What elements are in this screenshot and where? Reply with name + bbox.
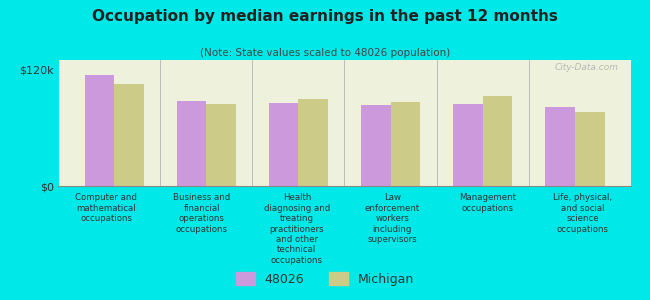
Bar — [575, 112, 604, 186]
Text: Computer and
mathematical
occupations: Computer and mathematical occupations — [75, 194, 137, 223]
Text: Business and
financial
operations
occupations: Business and financial operations occupa… — [173, 194, 230, 234]
Text: Law
enforcement
workers
including
supervisors: Law enforcement workers including superv… — [365, 194, 420, 244]
Bar — [114, 84, 144, 186]
Bar — [391, 102, 420, 186]
Bar — [84, 74, 114, 186]
Text: (Note: State values scaled to 48026 population): (Note: State values scaled to 48026 popu… — [200, 48, 450, 58]
Bar — [545, 106, 575, 186]
Bar — [361, 105, 391, 186]
Text: Occupation by median earnings in the past 12 months: Occupation by median earnings in the pas… — [92, 9, 558, 24]
Text: Management
occupations: Management occupations — [459, 194, 516, 213]
Text: City-Data.com: City-Data.com — [555, 62, 619, 71]
Bar — [206, 103, 236, 186]
Text: Life, physical,
and social
science
occupations: Life, physical, and social science occup… — [553, 194, 612, 234]
Bar — [269, 103, 298, 186]
Text: Health
diagnosing and
treating
practitioners
and other
technical
occupations: Health diagnosing and treating practitio… — [264, 194, 330, 265]
Bar — [298, 99, 328, 186]
Bar — [177, 101, 206, 186]
Bar — [483, 96, 512, 186]
Legend: 48026, Michigan: 48026, Michigan — [231, 267, 419, 291]
Bar — [453, 103, 483, 186]
